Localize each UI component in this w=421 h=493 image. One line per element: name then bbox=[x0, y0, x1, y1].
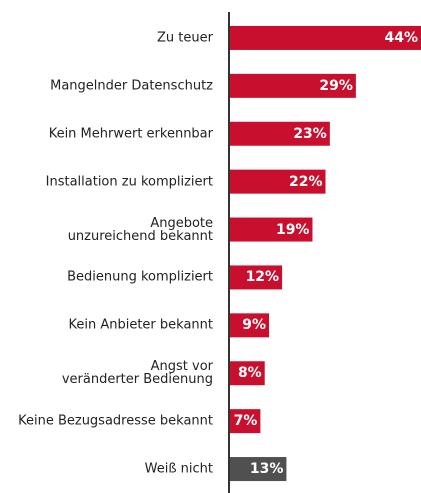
category-label: Mangelnder Datenschutz bbox=[50, 78, 213, 94]
category-label: Angst vor veränderter Bedienung bbox=[61, 359, 213, 388]
bar bbox=[230, 169, 326, 194]
category-label: Angebote unzureichend bekannt bbox=[67, 215, 213, 244]
bar bbox=[230, 73, 356, 98]
category-label: Kein Anbieter bekannt bbox=[68, 317, 213, 333]
category-label: Bedienung kompliziert bbox=[67, 269, 213, 285]
bar bbox=[230, 409, 261, 434]
bar bbox=[230, 25, 421, 50]
value-label: 13% bbox=[249, 461, 284, 478]
category-label: Installation zu kompliziert bbox=[45, 174, 213, 190]
value-label: 23% bbox=[293, 125, 327, 142]
value-label: 22% bbox=[288, 173, 323, 190]
category-label: Kein Mehrwert erkennbar bbox=[48, 126, 213, 142]
value-label: 29% bbox=[319, 77, 353, 94]
bar bbox=[230, 361, 265, 386]
category-label: Keine Bezugsadresse bekannt bbox=[18, 413, 213, 429]
bar bbox=[230, 313, 270, 338]
value-label: 7% bbox=[233, 413, 258, 430]
value-label: 8% bbox=[237, 365, 262, 382]
category-label: Zu teuer bbox=[157, 30, 213, 46]
value-label: 9% bbox=[242, 317, 267, 334]
value-label: 19% bbox=[275, 221, 310, 238]
bar bbox=[230, 265, 283, 290]
bar bbox=[230, 217, 313, 242]
category-label: Weiß nicht bbox=[144, 461, 213, 477]
bar bbox=[230, 121, 330, 146]
bar bbox=[230, 457, 287, 482]
value-label: 12% bbox=[245, 269, 280, 286]
value-label: 44% bbox=[384, 29, 418, 46]
